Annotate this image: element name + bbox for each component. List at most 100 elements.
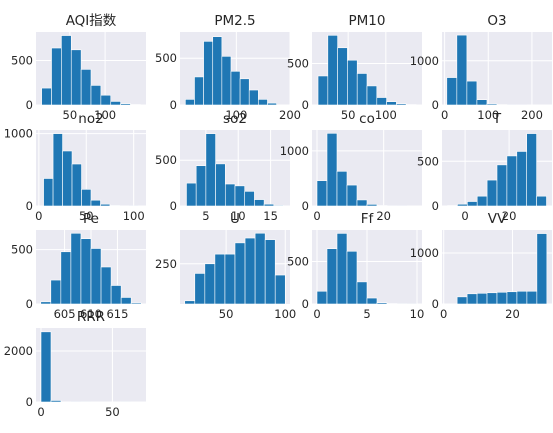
histogram-bar bbox=[221, 56, 232, 106]
histogram-bar bbox=[386, 101, 397, 106]
y-tick-label: 0 bbox=[170, 199, 177, 213]
histogram-bar bbox=[185, 99, 195, 106]
x-tick-label: 0 bbox=[313, 307, 320, 321]
histogram-bar bbox=[40, 331, 52, 403]
histogram-bar bbox=[366, 204, 378, 207]
x-tick-label: 50 bbox=[341, 108, 356, 122]
x-tick-label: 100 bbox=[94, 108, 116, 122]
histogram-bar bbox=[43, 178, 54, 207]
histogram-bar bbox=[130, 302, 142, 305]
x-tick-label: 5 bbox=[363, 307, 370, 321]
histogram-bar bbox=[466, 80, 478, 106]
histogram-bar bbox=[336, 233, 348, 305]
histogram-bar bbox=[536, 195, 547, 207]
histogram-panel-11: 0 5 10 0 500 Ff bbox=[287, 211, 424, 321]
x-tick-label: 200 bbox=[521, 108, 543, 122]
panel-title: VV bbox=[488, 211, 507, 227]
histogram-bar bbox=[486, 103, 498, 106]
histogram-bar bbox=[234, 185, 246, 207]
y-tick-label: 0 bbox=[302, 297, 309, 311]
histogram-bar bbox=[244, 191, 255, 207]
x-tick-label: 0 bbox=[441, 108, 448, 122]
histogram-bar bbox=[212, 36, 223, 106]
histogram-bar bbox=[456, 296, 468, 305]
histogram-bar bbox=[466, 201, 478, 207]
panel-title: PM2.5 bbox=[214, 13, 255, 29]
x-tick-label: 615 bbox=[106, 307, 128, 321]
histogram-bar bbox=[203, 41, 214, 106]
histogram-bar bbox=[110, 285, 122, 305]
histogram-bar bbox=[366, 85, 378, 106]
histogram-bar bbox=[41, 87, 52, 106]
histogram-bar bbox=[258, 99, 268, 106]
histogram-bar bbox=[60, 251, 72, 305]
histogram-bar bbox=[337, 47, 348, 106]
y-tick-label: 0 bbox=[432, 297, 439, 311]
histogram-bar bbox=[476, 292, 488, 305]
x-tick-label: 50 bbox=[105, 405, 120, 419]
y-tick-label: 500 bbox=[11, 243, 33, 257]
panel-title: so2 bbox=[223, 111, 247, 127]
histogram-bar bbox=[316, 180, 328, 207]
histogram-bar bbox=[506, 155, 518, 207]
histogram-bar bbox=[110, 101, 121, 106]
panel-title: U bbox=[230, 211, 240, 227]
histogram-bar bbox=[230, 71, 241, 106]
histogram-bar bbox=[224, 183, 236, 207]
histogram-panel-1: 50 100 0 500 AQI指数 bbox=[11, 13, 146, 122]
panel-title: O3 bbox=[487, 13, 506, 29]
histogram-bar bbox=[80, 69, 92, 106]
plot-area bbox=[36, 328, 146, 402]
histogram-bar bbox=[215, 163, 226, 207]
histogram-bar bbox=[267, 102, 277, 106]
histogram-bar bbox=[194, 273, 206, 305]
histogram-bar bbox=[254, 199, 265, 207]
x-tick-label: 20 bbox=[505, 307, 520, 321]
histogram-bar bbox=[100, 203, 111, 207]
histogram-panel-13: 0 50 0 2000 RRR bbox=[4, 309, 146, 419]
y-tick-label: 500 bbox=[287, 254, 309, 268]
y-tick-label: 1000 bbox=[410, 246, 439, 260]
histogram-bar bbox=[326, 133, 338, 207]
histogram-bar bbox=[356, 281, 368, 305]
histogram-bar bbox=[327, 35, 338, 106]
panel-title: T bbox=[492, 111, 502, 127]
histogram-bar bbox=[356, 199, 368, 207]
histogram-bar bbox=[347, 59, 358, 106]
x-tick-label: 605 bbox=[54, 307, 76, 321]
x-tick-label: 50 bbox=[63, 108, 78, 122]
histogram-bar bbox=[506, 291, 518, 305]
x-tick-label: 100 bbox=[375, 108, 397, 122]
histogram-bar bbox=[100, 94, 112, 106]
histogram-bar bbox=[466, 293, 478, 305]
histogram-bar bbox=[50, 279, 62, 305]
x-tick-label: 15 bbox=[263, 209, 278, 223]
histogram-bar bbox=[526, 133, 537, 207]
x-tick-label: 0 bbox=[313, 209, 320, 223]
histogram-bar bbox=[346, 184, 358, 207]
histogram-bar bbox=[248, 89, 259, 106]
x-tick-label: 0 bbox=[440, 307, 447, 321]
x-tick-label: 610 bbox=[80, 307, 102, 321]
histogram-panel-3: 50 100 0 500 PM10 bbox=[287, 13, 422, 122]
histogram-bar bbox=[186, 182, 197, 207]
histogram-bar bbox=[61, 35, 72, 106]
histogram-bar bbox=[317, 75, 329, 106]
histogram-bar bbox=[90, 85, 102, 106]
histogram-bar bbox=[81, 189, 92, 207]
histogram-bar bbox=[336, 171, 348, 207]
x-tick-label: 200 bbox=[279, 108, 301, 122]
histogram-bar bbox=[476, 99, 488, 106]
histogram-bar bbox=[195, 165, 207, 207]
histogram-bar bbox=[62, 150, 73, 207]
y-tick-label: 1000 bbox=[410, 54, 439, 68]
histogram-bar bbox=[254, 232, 266, 305]
histogram-bar bbox=[273, 204, 284, 207]
y-tick-label: 0 bbox=[170, 98, 177, 112]
histogram-bar bbox=[366, 297, 378, 305]
histogram-bar bbox=[446, 77, 458, 106]
x-tick-label: 10 bbox=[231, 209, 246, 223]
x-tick-label: 5 bbox=[202, 209, 209, 223]
